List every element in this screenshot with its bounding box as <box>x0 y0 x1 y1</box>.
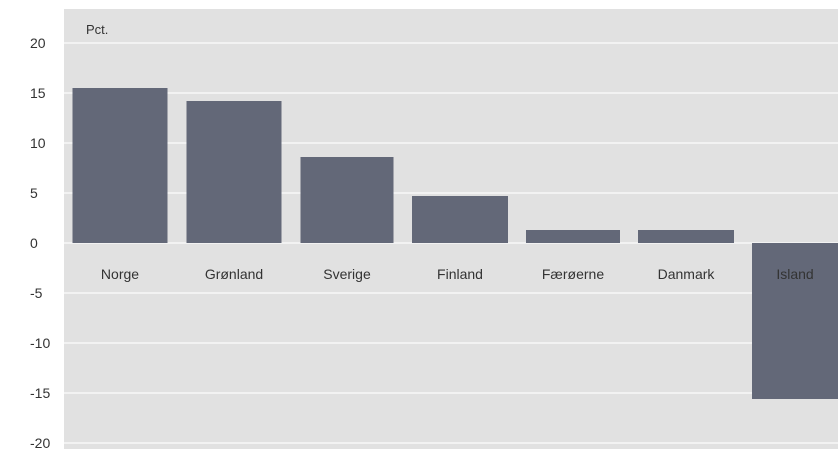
y-tick-label: -20 <box>30 435 50 449</box>
bar-finland <box>412 196 508 243</box>
category-label: Norge <box>101 266 139 282</box>
y-axis-unit-label: Pct. <box>86 22 108 37</box>
bar-grønland <box>186 101 282 243</box>
category-label: Grønland <box>205 266 263 282</box>
bar-island <box>752 243 838 399</box>
y-tick-label: 20 <box>30 35 46 51</box>
y-tick-label: 15 <box>30 85 46 101</box>
y-tick-label: 0 <box>30 235 38 251</box>
y-tick-label: 5 <box>30 185 38 201</box>
y-tick-label: -5 <box>30 285 43 301</box>
bars <box>72 88 838 399</box>
y-tick-label: -15 <box>30 385 50 401</box>
bar-danmark <box>638 230 734 243</box>
y-tick-label: -10 <box>30 335 50 351</box>
category-label: Sverige <box>323 266 371 282</box>
category-label: Danmark <box>658 266 716 282</box>
bar-norge <box>72 88 168 243</box>
bar-færøerne <box>526 230 620 243</box>
category-label: Island <box>776 266 813 282</box>
category-label: Færøerne <box>542 266 604 282</box>
y-tick-label: 10 <box>30 135 46 151</box>
bar-sverige <box>300 157 394 243</box>
category-label: Finland <box>437 266 483 282</box>
y-axis-tick-labels: 20 15 10 5 0 -5 -10 -15 -20 <box>30 35 50 449</box>
category-labels: Norge Grønland Sverige Finland Færøerne Danma… <box>101 266 814 282</box>
